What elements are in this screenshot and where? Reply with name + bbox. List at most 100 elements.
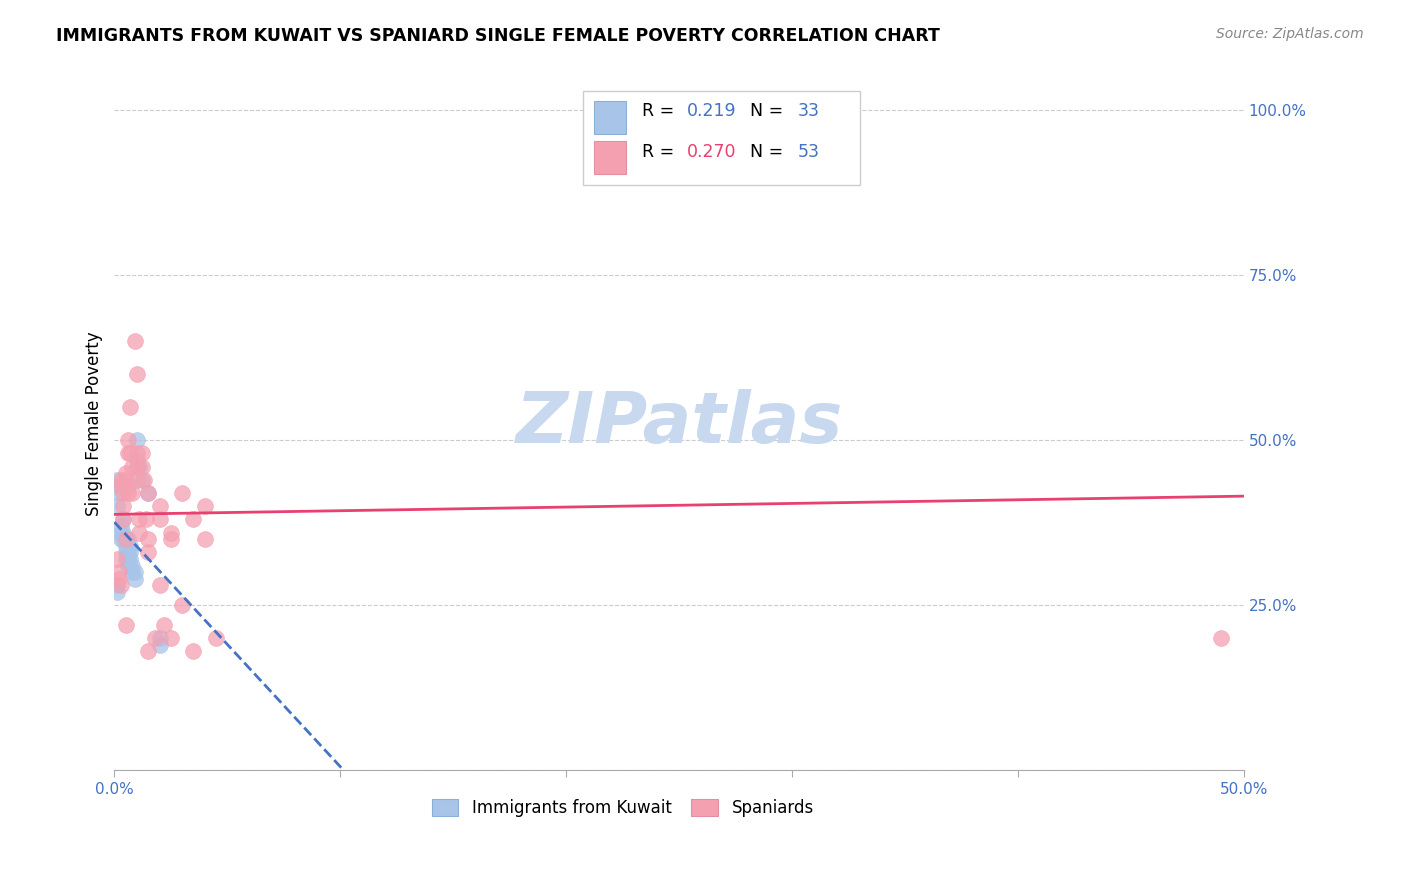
Point bbox=[128, 525, 150, 540]
Point bbox=[125, 473, 148, 487]
Point bbox=[117, 434, 139, 448]
Point bbox=[105, 473, 128, 487]
Point bbox=[112, 499, 135, 513]
Point bbox=[172, 598, 194, 612]
Point bbox=[172, 486, 194, 500]
Point bbox=[110, 532, 132, 546]
Point bbox=[194, 499, 217, 513]
Point bbox=[128, 459, 150, 474]
Point bbox=[160, 525, 183, 540]
Text: Source: ZipAtlas.com: Source: ZipAtlas.com bbox=[1216, 27, 1364, 41]
Point bbox=[121, 486, 143, 500]
Point bbox=[110, 479, 132, 493]
Point bbox=[110, 519, 132, 533]
Point bbox=[125, 368, 148, 382]
Point bbox=[117, 545, 139, 559]
Text: 0.270: 0.270 bbox=[688, 143, 737, 161]
Point bbox=[125, 434, 148, 448]
Point bbox=[149, 638, 172, 652]
Point bbox=[117, 479, 139, 493]
Point bbox=[112, 525, 135, 540]
Point bbox=[125, 459, 148, 474]
Point bbox=[114, 552, 136, 566]
FancyBboxPatch shape bbox=[583, 91, 860, 185]
Point bbox=[183, 644, 205, 658]
Point bbox=[120, 552, 142, 566]
Point bbox=[110, 473, 132, 487]
Point bbox=[110, 578, 132, 592]
Point bbox=[124, 572, 146, 586]
Point bbox=[143, 631, 166, 645]
FancyBboxPatch shape bbox=[595, 141, 626, 175]
Point bbox=[112, 486, 135, 500]
Point bbox=[124, 334, 146, 349]
Text: 0.219: 0.219 bbox=[688, 102, 737, 120]
Text: R =: R = bbox=[641, 102, 679, 120]
Point bbox=[153, 618, 176, 632]
Legend: Immigrants from Kuwait, Spaniards: Immigrants from Kuwait, Spaniards bbox=[425, 792, 820, 824]
Point bbox=[160, 532, 183, 546]
Point bbox=[131, 459, 153, 474]
Point bbox=[183, 512, 205, 526]
Point bbox=[132, 473, 155, 487]
Point bbox=[114, 473, 136, 487]
Point bbox=[108, 479, 131, 493]
Point bbox=[117, 558, 139, 573]
Point bbox=[120, 539, 142, 553]
Point bbox=[114, 618, 136, 632]
Point bbox=[136, 545, 159, 559]
Point bbox=[117, 532, 139, 546]
Point bbox=[117, 552, 139, 566]
Point bbox=[136, 532, 159, 546]
Text: IMMIGRANTS FROM KUWAIT VS SPANIARD SINGLE FEMALE POVERTY CORRELATION CHART: IMMIGRANTS FROM KUWAIT VS SPANIARD SINGL… bbox=[56, 27, 941, 45]
Point bbox=[205, 631, 228, 645]
Point bbox=[114, 545, 136, 559]
Text: N =: N = bbox=[751, 102, 789, 120]
Point bbox=[149, 512, 172, 526]
Point bbox=[125, 453, 148, 467]
Y-axis label: Single Female Poverty: Single Female Poverty bbox=[86, 332, 103, 516]
Point bbox=[125, 446, 148, 460]
Point bbox=[131, 473, 153, 487]
Point bbox=[105, 585, 128, 599]
Point bbox=[108, 486, 131, 500]
Point bbox=[623, 117, 645, 131]
Text: R =: R = bbox=[641, 143, 679, 161]
Point bbox=[117, 446, 139, 460]
Point bbox=[110, 525, 132, 540]
Text: N =: N = bbox=[751, 143, 789, 161]
Point bbox=[128, 512, 150, 526]
Point bbox=[105, 578, 128, 592]
Point bbox=[136, 486, 159, 500]
Point bbox=[136, 486, 159, 500]
Point bbox=[114, 539, 136, 553]
Point bbox=[124, 565, 146, 579]
Point bbox=[149, 499, 172, 513]
Text: 53: 53 bbox=[797, 143, 820, 161]
Point bbox=[114, 466, 136, 480]
Point bbox=[120, 401, 142, 415]
Point bbox=[136, 644, 159, 658]
Point bbox=[149, 631, 172, 645]
Point bbox=[117, 486, 139, 500]
Point bbox=[1211, 631, 1233, 645]
Point bbox=[114, 532, 136, 546]
Point bbox=[135, 512, 157, 526]
Text: ZIPatlas: ZIPatlas bbox=[516, 389, 842, 458]
Point bbox=[105, 499, 128, 513]
Point bbox=[121, 459, 143, 474]
Point bbox=[121, 558, 143, 573]
Point bbox=[194, 532, 217, 546]
Point bbox=[149, 578, 172, 592]
FancyBboxPatch shape bbox=[595, 101, 626, 134]
Point bbox=[160, 631, 183, 645]
Point bbox=[112, 532, 135, 546]
Point bbox=[108, 565, 131, 579]
Text: 33: 33 bbox=[797, 102, 820, 120]
Point bbox=[120, 545, 142, 559]
Point bbox=[121, 565, 143, 579]
Point bbox=[131, 446, 153, 460]
Point bbox=[112, 512, 135, 526]
Point bbox=[105, 552, 128, 566]
Point bbox=[112, 512, 135, 526]
